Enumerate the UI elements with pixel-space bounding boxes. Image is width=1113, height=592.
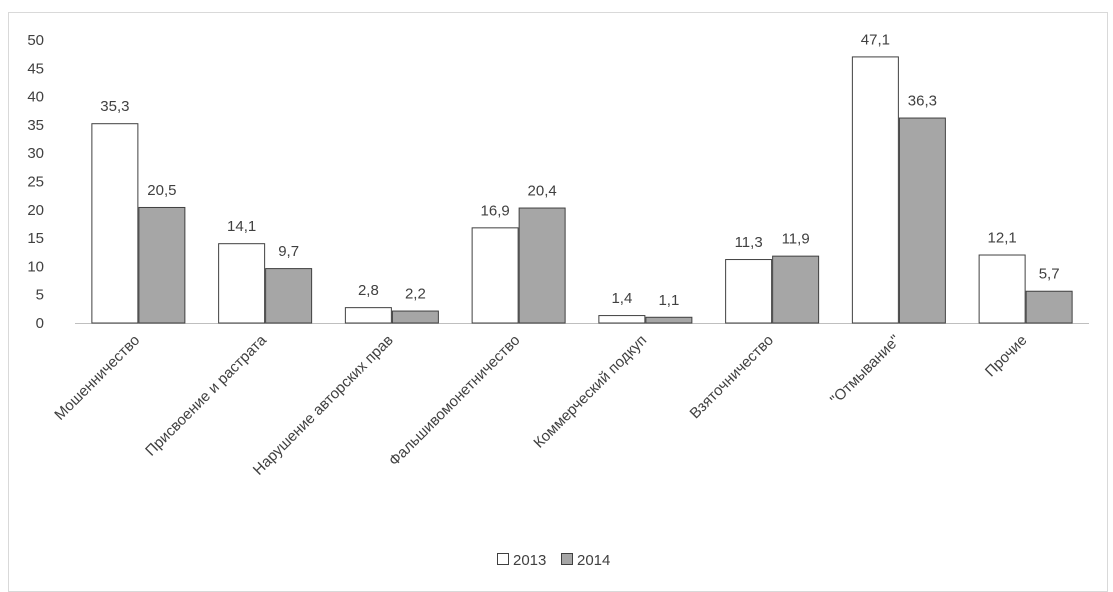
data-label-2014: 20,4 <box>528 183 557 200</box>
data-label-2013: 12,1 <box>988 230 1017 247</box>
category-label: Нарушение авторских прав <box>250 332 397 479</box>
legend-swatch-2014 <box>561 553 573 565</box>
chart-area: 0 5 10 15 20 25 30 35 40 45 50 35,3 20,5 Мошенничеств… <box>8 12 1108 592</box>
category-label: Прочие <box>982 332 1031 381</box>
bar-2014 <box>391 310 439 324</box>
bar-2014 <box>265 268 313 324</box>
data-label-2013: 47,1 <box>861 31 890 48</box>
data-label-2014: 36,3 <box>908 93 937 110</box>
y-tick-label: 15 <box>27 230 44 247</box>
bar-2014 <box>898 117 946 324</box>
bar-2013 <box>851 56 899 324</box>
data-label-2013: 16,9 <box>481 202 510 219</box>
data-label-2013: 11,3 <box>735 234 763 251</box>
bar-2013 <box>471 227 519 324</box>
y-tick-label: 50 <box>27 32 44 49</box>
y-tick-label: 20 <box>27 202 44 219</box>
data-label-2013: 14,1 <box>227 218 256 235</box>
data-label-2013: 35,3 <box>100 98 129 115</box>
data-label-2013: 1,4 <box>611 290 632 307</box>
data-label-2014: 2,2 <box>405 286 426 303</box>
legend-swatch-2013 <box>497 553 509 565</box>
data-label-2014: 5,7 <box>1039 266 1060 283</box>
bar-2013 <box>725 259 773 324</box>
legend-label-2013: 2013 <box>513 552 546 569</box>
category-label: Мошенничество <box>51 332 143 424</box>
data-label-2014: 20,5 <box>147 182 176 199</box>
data-label-2014: 1,1 <box>658 292 679 309</box>
bar-2013 <box>598 315 646 324</box>
bar-2014 <box>645 316 693 324</box>
y-tick-label: 0 <box>36 315 44 332</box>
category-label: Взяточничество <box>687 332 777 422</box>
y-tick-label: 10 <box>27 258 44 275</box>
y-tick-label: 30 <box>27 145 44 162</box>
bar-2013 <box>978 254 1026 324</box>
bar-2014 <box>518 207 566 324</box>
legend-label-2014: 2014 <box>577 552 610 569</box>
y-tick-label: 25 <box>27 174 44 191</box>
y-tick-label: 40 <box>27 89 44 106</box>
y-tick-label: 5 <box>36 287 44 304</box>
bar-2014 <box>1025 290 1073 324</box>
data-label-2014: 9,7 <box>278 243 299 260</box>
bar-2013 <box>344 307 392 324</box>
y-tick-label: 45 <box>27 60 44 77</box>
category-label: Присвоение и растрата <box>142 331 270 459</box>
bar-2013 <box>218 243 266 324</box>
bar-2014 <box>138 206 186 324</box>
category-label: "Отмывание" <box>827 332 904 409</box>
bar-2014 <box>772 255 820 324</box>
y-tick-label: 35 <box>27 117 44 134</box>
category-label: Коммерческий подкуп <box>530 332 650 452</box>
category-label: Фальшивомонетничество <box>386 332 524 470</box>
bar-chart: 0 5 10 15 20 25 30 35 40 45 50 35,3 20,5 Мошенничеств… <box>27 31 1089 569</box>
bar-2013 <box>91 123 139 324</box>
data-label-2013: 2,8 <box>358 282 379 299</box>
data-label-2014: 11,9 <box>782 231 810 248</box>
